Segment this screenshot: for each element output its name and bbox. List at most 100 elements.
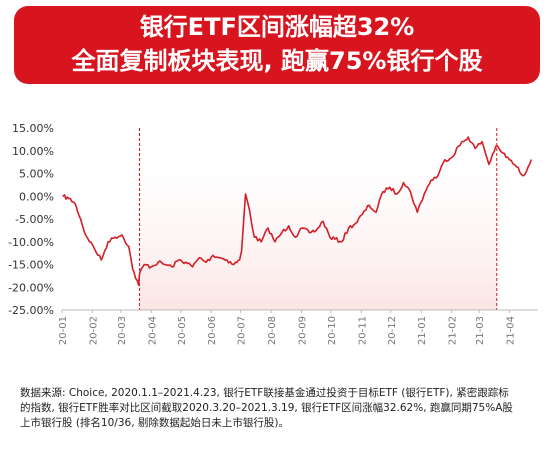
data-point [416, 211, 418, 213]
data-point [114, 236, 116, 238]
highlight-window [139, 128, 497, 310]
data-point [191, 266, 194, 268]
data-point [143, 263, 146, 266]
data-point [457, 145, 460, 147]
x-tick-label: 21-02 [448, 316, 459, 345]
data-point [375, 211, 377, 213]
data-point [239, 259, 241, 261]
data-point [233, 263, 235, 266]
banner-title-line-2: 全面复制板块表现, 跑赢75%银行个股 [71, 47, 483, 75]
y-tick-label: 10.00% [12, 145, 54, 158]
data-point [80, 218, 82, 220]
data-point [226, 259, 228, 261]
data-point [132, 268, 134, 270]
source-note-line-1: 数据来源: Choice, 2020.1.1–2021.4.23, 银行ETF联… [20, 387, 509, 399]
x-tick-label: 20-02 [88, 316, 99, 345]
banner-title-line-1: 银行ETF区间涨幅超32% [139, 13, 415, 41]
data-point [267, 227, 269, 229]
data-point [128, 245, 130, 247]
data-point [100, 259, 102, 261]
x-tick-label: 21-04 [506, 316, 517, 345]
data-point [502, 152, 504, 154]
source-note-line-3: 上市银行股 (排名10/36, 剔除数据起始日未上市银行股)。 [20, 417, 289, 429]
x-tick-label: 20-08 [267, 316, 278, 345]
highlight-layer [139, 128, 498, 310]
data-point [389, 186, 391, 188]
data-point [515, 166, 518, 168]
data-point [329, 236, 331, 238]
x-tick-label: 20-11 [357, 316, 368, 345]
data-point [198, 257, 201, 259]
x-tick-label: 20-06 [207, 316, 218, 345]
data-point [522, 175, 524, 177]
x-tick-label: 21-01 [417, 316, 428, 345]
data-point [157, 261, 159, 263]
x-tick-label: 20-07 [237, 316, 248, 345]
y-tick-label: -5.00% [15, 213, 54, 226]
data-point [481, 141, 483, 143]
x-tick-label: 20-01 [58, 316, 69, 345]
data-point [508, 159, 511, 161]
data-point [530, 159, 532, 161]
data-point [281, 232, 283, 234]
data-point [107, 241, 109, 243]
data-point [354, 222, 357, 225]
data-point [451, 156, 453, 159]
data-point [205, 261, 207, 263]
data-point [423, 193, 425, 195]
x-tick-label: 20-12 [387, 316, 398, 345]
data-point [62, 195, 64, 197]
data-point [121, 234, 123, 236]
data-point [294, 236, 297, 238]
data-point [178, 259, 180, 261]
data-point [253, 236, 255, 238]
data-point [437, 175, 439, 177]
y-tick-label: -10.00% [8, 236, 54, 249]
data-point [274, 241, 276, 243]
data-point [341, 241, 343, 243]
data-point [444, 159, 446, 161]
data-point [301, 227, 304, 229]
data-point [430, 179, 432, 181]
data-point [219, 257, 221, 259]
data-point [467, 136, 469, 138]
source-note: 数据来源: Choice, 2020.1.1–2021.4.23, 银行ETF联… [20, 386, 540, 431]
data-point [382, 191, 384, 193]
data-point [68, 197, 70, 200]
x-tick-label: 20-09 [297, 316, 308, 345]
data-point [83, 232, 86, 234]
data-point [212, 254, 214, 256]
x-tick-label: 20-05 [177, 316, 188, 345]
data-point [150, 266, 152, 268]
data-point [164, 263, 166, 266]
title-banner: 银行ETF区间涨幅超32% 全面复制板块表现, 跑赢75%银行个股 [14, 6, 540, 84]
data-point [288, 225, 290, 227]
data-point [308, 232, 310, 234]
data-point [409, 191, 412, 193]
y-tick-label: 15.00% [12, 122, 54, 135]
data-point [527, 166, 529, 168]
data-point [74, 202, 76, 204]
data-point [138, 273, 141, 275]
series-layer [62, 136, 532, 286]
data-point [260, 241, 262, 243]
data-point [185, 261, 187, 263]
x-tick-label: 21-03 [475, 316, 486, 345]
y-tick-label: -15.00% [8, 259, 54, 272]
data-point [368, 204, 370, 206]
data-point [241, 250, 243, 252]
data-point [93, 247, 95, 250]
axes-layer: 15.00% 10.00% 5.00% 0.00% -5.00% -10.00% -15.0… [8, 122, 538, 345]
data-point [495, 145, 497, 147]
data-point [347, 227, 350, 229]
data-point [322, 220, 324, 222]
data-point [396, 193, 398, 195]
source-note-line-2: 的指数, 银行ETF胜率对比区间截取2020.3.20–2021.3.19, 银… [20, 402, 513, 414]
data-point [474, 147, 476, 150]
data-point [244, 193, 247, 195]
x-tick-label: 20-10 [327, 316, 338, 345]
data-point [137, 284, 140, 286]
x-tick-label: 20-03 [117, 316, 128, 345]
y-tick-label: -20.00% [8, 281, 54, 294]
data-point [315, 229, 317, 231]
